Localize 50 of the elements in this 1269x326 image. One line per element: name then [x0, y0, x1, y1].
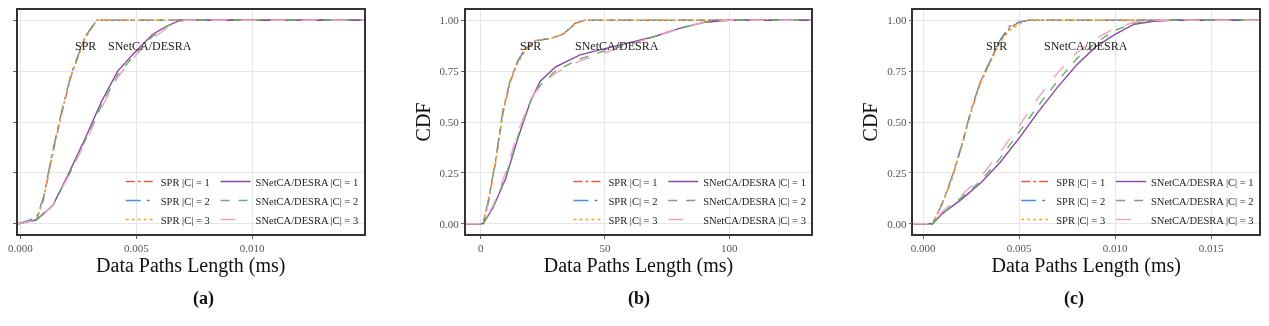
y-tick-label: 1.00 [439, 14, 460, 27]
legend-label: SNetCA/DESRA |C| = 2 [1151, 195, 1254, 207]
x-tick-label: 0.005 [123, 241, 150, 254]
text: (a) [193, 288, 214, 309]
legend-label: SPR |C| = 3 [608, 214, 658, 226]
x-axis-title: Data Paths Length (ms) [96, 253, 286, 277]
legend-label: SNetCA/DESRA |C| = 2 [703, 195, 806, 207]
x-tick-label: 0.010 [239, 241, 266, 254]
text: (b) [628, 288, 650, 309]
y-axis-title: CDF [859, 102, 882, 142]
legend-label: SNetCA/DESRA |C| = 2 [255, 195, 359, 207]
y-tick-label: 0.75 [439, 64, 460, 77]
legend-label: SPR |C| = 1 [608, 176, 658, 188]
y-axis-title: CDF [411, 102, 434, 142]
x-tick-label: 0.015 [1198, 241, 1224, 254]
legend-label: SNetCA/DESRA |C| = 3 [1151, 214, 1254, 226]
legend-label: SNetCA/DESRA |C| = 1 [255, 176, 359, 188]
y-tick-label: 0.50 [439, 115, 460, 128]
y-tick-label: 0.50 [887, 115, 907, 128]
legend-label: SNetCA/DESRA |C| = 1 [703, 176, 806, 188]
legend-label: SPR |C| = 2 [160, 195, 210, 207]
annotation: SPR [75, 39, 97, 53]
line-series [465, 19, 812, 225]
y-tick-label: 1.00 [887, 14, 907, 27]
legend-label: SPR |C| = 2 [1056, 195, 1106, 207]
line-series [913, 19, 1259, 225]
legend-label: SNetCA/DESRA |C| = 3 [255, 214, 359, 226]
x-tick-label: 100 [720, 241, 738, 254]
text: (c) [1064, 288, 1084, 309]
legend-label: SPR |C| = 3 [160, 214, 210, 226]
legend-label: SPR |C| = 1 [160, 176, 210, 188]
x-tick-label: 50 [599, 241, 611, 254]
x-tick-label: 0 [477, 241, 484, 254]
x-axis-title: Data Paths Length (ms) [991, 253, 1181, 277]
legend-label: SPR |C| = 3 [1056, 214, 1106, 226]
legend-label: SNetCA/DESRA |C| = 3 [703, 214, 806, 226]
y-tick-label: 0.25 [439, 166, 460, 179]
x-axis-title: Data Paths Length (ms) [543, 253, 734, 277]
legend-label: SNetCA/DESRA |C| = 1 [1151, 176, 1254, 188]
x-tick-label: 0.000 [910, 241, 936, 254]
legend-label: SPR |C| = 2 [608, 195, 658, 207]
annotation: SPR [986, 39, 1008, 53]
y-tick-label: 0.00 [887, 217, 907, 230]
x-tick-label: 0.000 [7, 241, 34, 254]
y-tick-label: 0.25 [887, 166, 907, 179]
y-tick-label: 0.00 [439, 217, 460, 230]
x-tick-label: 0.005 [1006, 241, 1032, 254]
legend-label: SPR |C| = 1 [1056, 176, 1106, 188]
x-tick-label: 0.010 [1102, 241, 1128, 254]
y-tick-label: 0.75 [887, 64, 907, 77]
